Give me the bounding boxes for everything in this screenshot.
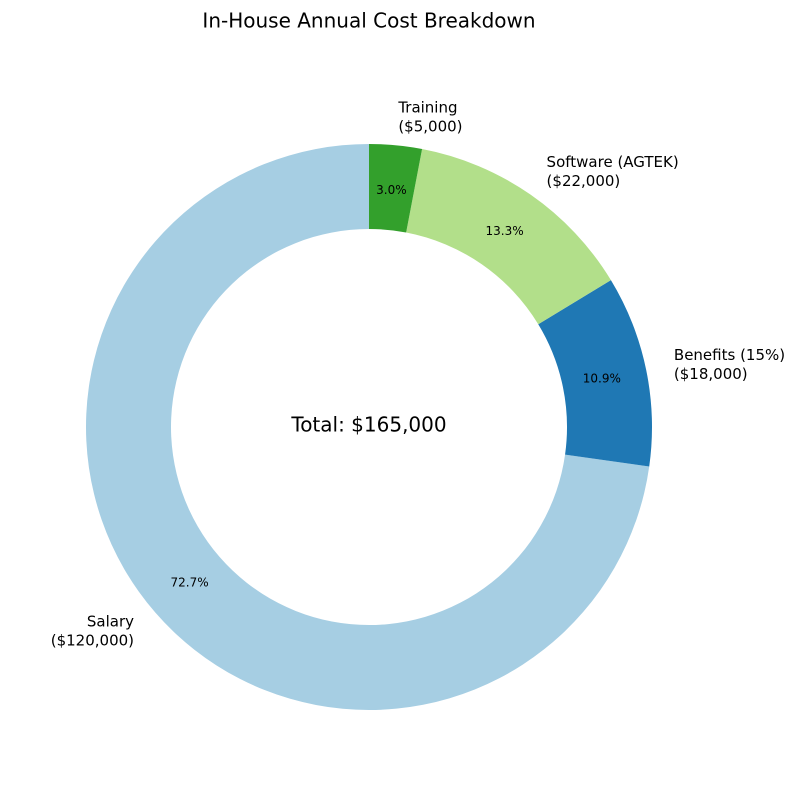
category-amount: ($18,000) (674, 365, 748, 383)
category-label: Software (AGTEK) (547, 153, 679, 171)
category-label: Benefits (15%) (674, 346, 785, 364)
percent-label: 10.9% (583, 372, 621, 386)
percent-label: 13.3% (486, 224, 524, 238)
category-amount: ($120,000) (51, 632, 134, 650)
chart-title: In-House Annual Cost Breakdown (202, 9, 535, 33)
category-amount: ($5,000) (398, 118, 462, 136)
category-label: Training (397, 99, 457, 117)
donut-slice (538, 280, 652, 467)
donut-slice (369, 144, 423, 233)
percent-label: 72.7% (171, 575, 209, 589)
category-label: Salary (87, 613, 134, 631)
center-label: Total: $165,000 (290, 413, 446, 437)
category-amount: ($22,000) (547, 172, 621, 190)
donut-slice (406, 149, 611, 325)
percent-label: 3.0% (376, 183, 407, 197)
donut-slice (86, 144, 650, 710)
